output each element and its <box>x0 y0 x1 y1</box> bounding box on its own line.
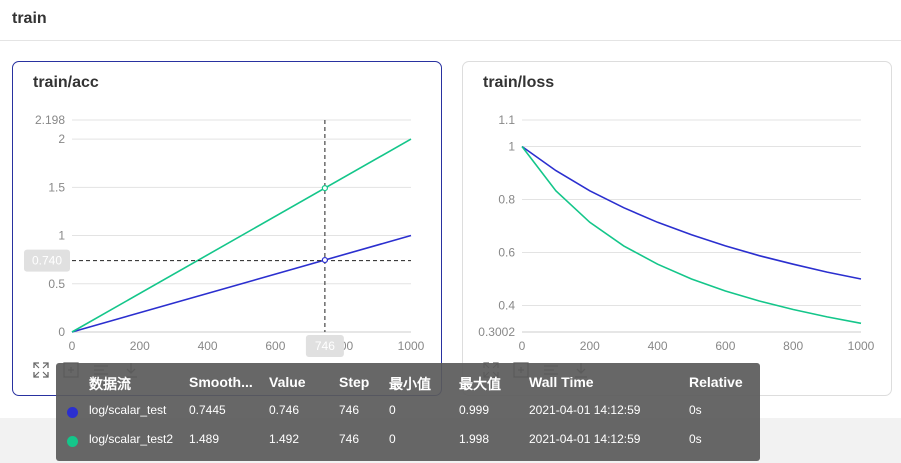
series-color-dot <box>67 436 78 447</box>
tooltip-cell: 2021-04-01 14:12:59 <box>529 403 641 417</box>
series-line-2 <box>521 146 862 325</box>
tooltip-header: Smooth... <box>189 374 253 390</box>
tooltip-header: 数据流 <box>89 376 131 392</box>
chart-title-acc: train/acc <box>33 74 99 91</box>
cursor-x-label: 746 <box>315 339 335 353</box>
x-tick-label: 600 <box>265 339 285 353</box>
x-tick-label: 200 <box>580 339 600 353</box>
y-tick-label: 1.5 <box>48 180 65 194</box>
tooltip-cell: 0 <box>389 403 396 417</box>
acc-chart[interactable]: 00.511.522.198020040060080010007460.740 <box>14 108 434 378</box>
tooltip-cell: 1.998 <box>459 432 490 446</box>
series-line-2 <box>71 138 412 333</box>
cursor-marker <box>321 256 328 264</box>
x-tick-label: 400 <box>198 339 218 353</box>
y-min-label: 0.3002 <box>478 325 515 339</box>
y-tick-label: 1 <box>508 140 515 154</box>
x-tick-label: 1000 <box>848 339 875 353</box>
y-tick-label: 0 <box>58 325 65 339</box>
tooltip-header: 最大值 <box>459 376 501 392</box>
tooltip-cell: 0s <box>689 432 702 446</box>
x-tick-label: 0 <box>519 339 526 353</box>
tooltip-cell: 0.7445 <box>189 403 226 417</box>
tooltip-cell: 1.489 <box>189 432 220 446</box>
y-tick-label: 0.4 <box>498 299 515 313</box>
maximize-icon[interactable] <box>32 361 50 379</box>
series-line-1 <box>71 234 412 333</box>
y-tick-label: 0.8 <box>498 193 515 207</box>
tooltip-cell: 0 <box>389 432 396 446</box>
page-header: train <box>0 0 901 41</box>
tooltip-cell: log/scalar_test <box>89 403 167 417</box>
x-tick-label: 200 <box>130 339 150 353</box>
y-max-label: 1.1 <box>498 113 515 127</box>
tooltip-cell: 0.746 <box>269 403 300 417</box>
x-tick-label: 600 <box>715 339 735 353</box>
series-line-1 <box>521 145 862 280</box>
data-tooltip: 数据流 Smooth... Value Step 最小值 最大值 Wall Ti… <box>56 363 760 461</box>
y-tick-label: 1 <box>58 229 65 243</box>
tooltip-header: Wall Time <box>529 374 594 390</box>
series-color-dot <box>67 407 78 418</box>
x-tick-label: 0 <box>69 339 76 353</box>
x-tick-label: 400 <box>648 339 668 353</box>
tooltip-cell: 0.999 <box>459 403 490 417</box>
cursor-y-badge <box>24 249 70 272</box>
x-tick-label: 800 <box>783 339 803 353</box>
tooltip-header: Value <box>269 374 306 390</box>
y-max-label: 2.198 <box>35 113 65 127</box>
tooltip-cell: 1.492 <box>269 432 300 446</box>
tooltip-header: Relative <box>689 374 743 390</box>
tooltip-cell: 746 <box>339 403 360 417</box>
tooltip-cell: 746 <box>339 432 360 446</box>
y-tick-label: 0.6 <box>498 246 515 260</box>
tooltip-cell: 0s <box>689 403 702 417</box>
cursor-marker <box>321 184 328 192</box>
y-tick-label: 2 <box>58 132 65 146</box>
tooltip-header: Step <box>339 374 370 390</box>
loss-chart[interactable]: 0.4 0.6 0.8 1 1.1 0.3002 0 200 400 600 800 1000 <box>464 108 884 378</box>
page-title: train <box>12 10 47 27</box>
tooltip-cell: log/scalar_test2 <box>89 432 174 446</box>
chart-card-acc[interactable]: train/acc <box>12 61 442 396</box>
chart-title-loss: train/loss <box>483 74 555 91</box>
cursor-y-label: 0.740 <box>32 254 62 268</box>
y-tick-label: 0.5 <box>48 277 65 291</box>
tooltip-cell: 2021-04-01 14:12:59 <box>529 432 641 446</box>
tooltip-header: 最小值 <box>389 376 431 392</box>
cursor-x-badge <box>305 335 344 357</box>
x-tick-label: 1000 <box>398 339 425 353</box>
